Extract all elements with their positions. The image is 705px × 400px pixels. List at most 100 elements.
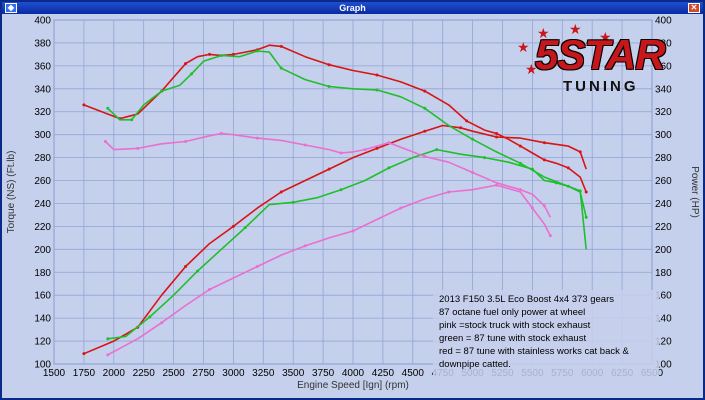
data-point-pink-torque [387,141,391,145]
data-point-pink-torque [255,136,259,140]
5star-tuning-logo: ★ ★ ★ ★ ★ 5STAR TUNING [507,21,666,97]
y-tick-label-right: 160 [655,291,672,302]
data-point-pink-torque [103,140,107,144]
data-point-red-torque [231,52,235,56]
data-point-green-torque [219,54,223,58]
star-icon: ★ [537,25,550,41]
data-point-red-power [542,141,546,145]
data-point-red-power [327,167,331,171]
data-point-green-power [483,156,487,160]
data-point-green-power [196,269,200,273]
data-point-green-torque [255,49,259,53]
data-point-green-torque [375,88,379,92]
data-point-green-torque [279,66,283,70]
dyno-chart: 1500 1750 2000 2250 2500 2750 3000 3250 3500 3750… [2,14,703,398]
y-axis-right-ticks: 100 120 140 160 180 200 220 240 260 280 300 320 340 3… [655,16,672,371]
chart-series [82,44,588,357]
y-tick-label-right: 140 [655,314,672,325]
data-point-green-power [148,315,152,319]
data-point-pink-torque [471,171,475,175]
data-point-green-torque [327,85,331,89]
y-tick-label-right: 280 [655,153,672,164]
y-axis-left-label: Torque (NS) (Ft.lb) [6,151,17,234]
series-line-green-power [107,148,587,340]
data-point-green-torque [190,72,194,76]
data-point-pink-torque [542,204,546,208]
data-point-green-power [578,189,582,193]
data-point-pink-power [351,229,355,233]
y-tick-label-right: 120 [655,337,672,348]
y-tick-label-left: 200 [34,245,51,256]
y-tick-label-right: 340 [655,84,672,95]
data-point-green-torque [130,118,134,122]
data-point-red-power [459,126,463,130]
data-point-pink-power [530,206,534,210]
series-line-green-torque [107,50,587,218]
y-tick-label-right: 100 [655,360,672,371]
data-point-red-torque [518,144,522,148]
data-point-red-power [231,224,235,228]
note-line: red = 87 tune with stainless works cat b… [439,346,629,357]
data-point-pink-torque [219,132,223,136]
data-point-green-power [554,181,558,185]
x-tick-label: 4000 [342,368,365,379]
data-point-green-torque [106,106,110,110]
data-point-pink-torque [136,146,140,150]
data-point-red-torque [542,158,546,162]
data-point-green-torque [160,89,164,93]
star-icon: ★ [599,29,612,45]
y-tick-label-left: 280 [34,153,51,164]
data-point-red-power [279,190,283,194]
y-tick-label-left: 400 [34,16,51,27]
note-line: downpipe catted. [439,359,511,370]
data-point-red-power [495,135,499,139]
y-tick-label-left: 340 [34,84,51,95]
y-tick-label-left: 180 [34,268,51,279]
y-tick-label-right: 260 [655,176,672,187]
data-point-pink-torque [518,188,522,192]
x-tick-label: 2000 [103,368,126,379]
system-menu-icon[interactable]: ◆ [5,3,17,13]
note-line: 2013 F150 3.5L Eco Boost 4x4 373 gears [439,294,614,305]
y-tick-label-right: 240 [655,199,672,210]
y-tick-label-right: 180 [655,268,672,279]
y-tick-label-right: 320 [655,107,672,118]
data-point-green-power [339,188,343,192]
x-tick-label: 4500 [402,368,425,379]
window-title: Graph [339,3,366,13]
data-point-pink-power [548,234,552,238]
x-tick-label: 1500 [43,368,66,379]
x-tick-label: 4250 [372,368,395,379]
data-point-red-torque [465,119,469,123]
y-tick-label-right: 220 [655,222,672,233]
y-tick-label-left: 100 [34,360,51,371]
data-point-red-torque [82,103,86,107]
close-button[interactable]: ✕ [688,3,700,13]
data-point-red-torque [327,63,331,67]
data-point-red-power [423,129,427,133]
notes-backdrop [433,290,659,380]
data-point-pink-torque [363,148,367,152]
y-tick-label-left: 260 [34,176,51,187]
data-point-green-torque [584,215,588,219]
data-point-red-torque [375,73,379,77]
data-point-green-power [106,337,110,341]
data-point-red-torque [184,62,188,66]
y-tick-label-left: 220 [34,222,51,233]
star-icon: ★ [569,21,582,37]
y-tick-label-left: 160 [34,291,51,302]
x-tick-label: 1750 [73,368,96,379]
data-point-green-power [435,148,439,152]
data-point-pink-power [207,287,211,291]
data-point-pink-torque [303,143,307,147]
y-tick-label-left: 120 [34,337,51,348]
y-tick-label-right: 400 [655,16,672,27]
data-point-red-torque [423,89,427,93]
data-point-pink-power [447,190,451,194]
data-point-red-power [375,146,379,150]
data-point-red-power [184,265,188,269]
data-point-green-torque [423,106,427,110]
data-point-red-torque [207,52,211,56]
x-tick-label: 3000 [222,368,245,379]
